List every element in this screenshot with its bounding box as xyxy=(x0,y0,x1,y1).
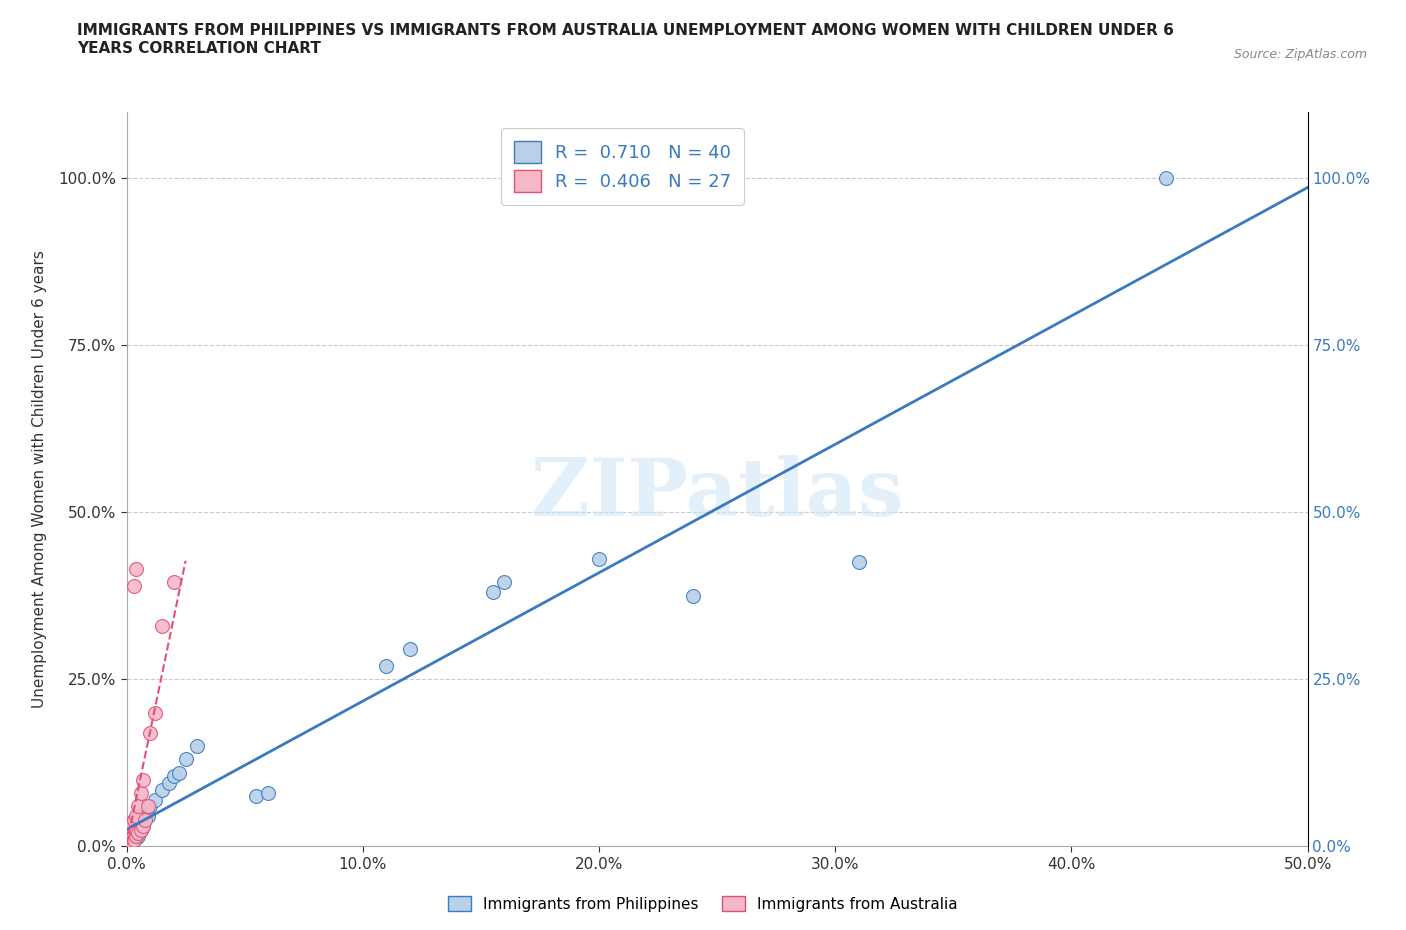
Text: Source: ZipAtlas.com: Source: ZipAtlas.com xyxy=(1233,48,1367,61)
Point xyxy=(118,835,141,850)
Point xyxy=(1154,171,1177,186)
Point xyxy=(375,658,398,673)
Point xyxy=(134,812,156,827)
Point xyxy=(122,827,145,842)
Point xyxy=(122,832,145,847)
Legend: R =  0.710   N = 40, R =  0.406   N = 27: R = 0.710 N = 40, R = 0.406 N = 27 xyxy=(501,128,744,205)
Point xyxy=(129,812,152,827)
Point xyxy=(139,725,162,740)
Point xyxy=(127,829,149,844)
Point xyxy=(174,752,197,767)
Point xyxy=(118,837,141,852)
Point xyxy=(125,830,148,845)
Point xyxy=(129,822,152,837)
Point xyxy=(120,816,142,830)
Point xyxy=(136,809,159,824)
Point xyxy=(132,818,155,833)
Point xyxy=(163,575,186,590)
Point xyxy=(125,829,148,844)
Point xyxy=(481,585,503,600)
Point xyxy=(125,809,148,824)
Point xyxy=(588,551,610,566)
Point xyxy=(257,786,280,801)
Point xyxy=(143,705,166,720)
Point xyxy=(150,618,173,633)
Point xyxy=(682,589,704,604)
Point xyxy=(120,826,142,841)
Point xyxy=(167,765,190,780)
Point xyxy=(122,822,145,837)
Point xyxy=(122,578,145,593)
Point xyxy=(118,832,141,847)
Legend: Immigrants from Philippines, Immigrants from Australia: Immigrants from Philippines, Immigrants … xyxy=(443,889,963,918)
Point xyxy=(118,832,141,847)
Point xyxy=(139,799,162,814)
Point xyxy=(143,792,166,807)
Point xyxy=(122,826,145,841)
Point xyxy=(186,738,208,753)
Point xyxy=(125,562,148,577)
Point xyxy=(118,835,141,850)
Point xyxy=(129,822,152,837)
Point xyxy=(129,786,152,801)
Point xyxy=(157,776,180,790)
Point xyxy=(120,833,142,848)
Point xyxy=(245,789,267,804)
Point xyxy=(127,816,149,830)
Point xyxy=(163,769,186,784)
Point xyxy=(399,642,422,657)
Point xyxy=(125,818,148,833)
Point xyxy=(127,799,149,814)
Point xyxy=(120,835,142,850)
Text: ZIPatlas: ZIPatlas xyxy=(531,455,903,533)
Point xyxy=(118,826,141,841)
Point xyxy=(132,809,155,824)
Point xyxy=(125,822,148,837)
Point xyxy=(120,832,142,847)
Point xyxy=(120,829,142,844)
Point xyxy=(848,555,870,570)
Text: IMMIGRANTS FROM PHILIPPINES VS IMMIGRANTS FROM AUSTRALIA UNEMPLOYMENT AMONG WOME: IMMIGRANTS FROM PHILIPPINES VS IMMIGRANT… xyxy=(77,23,1174,56)
Point xyxy=(125,826,148,841)
Point xyxy=(118,829,141,844)
Point xyxy=(120,829,142,844)
Point xyxy=(134,805,156,820)
Point xyxy=(494,575,516,590)
Point xyxy=(118,818,141,833)
Point xyxy=(132,772,155,787)
Point xyxy=(127,822,149,837)
Point xyxy=(136,799,159,814)
Point xyxy=(150,782,173,797)
Point xyxy=(122,812,145,827)
Point xyxy=(122,832,145,847)
Point xyxy=(132,818,155,833)
Point xyxy=(120,824,142,839)
Y-axis label: Unemployment Among Women with Children Under 6 years: Unemployment Among Women with Children U… xyxy=(32,250,46,708)
Point xyxy=(127,826,149,841)
